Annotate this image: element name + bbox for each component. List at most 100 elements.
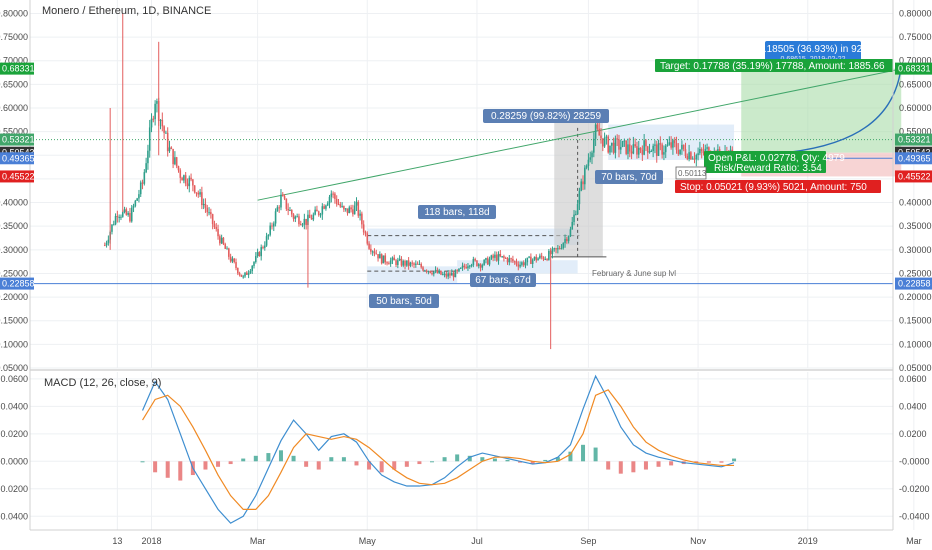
candle-body [147,150,149,164]
macd-histogram-bar [455,454,460,462]
macd-histogram-bar [467,455,472,462]
price-tag-left-text: 0.49365 [2,153,35,163]
candle-body [186,183,189,187]
price-tag-right: 0.45522 [895,170,932,183]
target-label-bg [655,59,893,72]
price-tag-right: 0.49365 [895,152,932,165]
candle-body [201,192,203,206]
candle-body [226,248,228,250]
bars-118-label-bg [418,205,496,219]
bars-50-label-bg [369,294,439,308]
candle-body [485,258,487,260]
candle-body [467,266,469,269]
x-tick-label: 2018 [142,536,162,546]
candle-body [263,245,266,248]
candle-body [325,205,327,209]
candle-body [528,256,530,258]
y-tick-label-left: 0.30000 [0,245,28,255]
macd-histogram-bar [329,457,334,462]
candle-body [510,258,512,260]
candle-body [334,193,336,199]
candle-body [400,258,403,266]
candle-body [690,152,692,160]
candle-body [634,144,636,147]
range-percent-label-bg [483,109,609,123]
candle-body [663,152,665,155]
macd-histogram-bar [732,458,737,462]
candle-body [614,138,617,153]
candle-body [612,142,615,153]
candle-body [335,198,338,205]
price-tag-left: 0.53321 [0,133,35,146]
candle-body [395,260,397,265]
candle-body [438,270,440,274]
candle-body [298,216,300,225]
y-tick-label-left: 0.15000 [0,316,28,326]
candle-body [323,206,325,209]
candle-body [377,254,379,259]
candle-body [235,262,237,269]
candle-body [249,271,252,273]
candle-body [290,210,293,215]
price-tag-left-text: 0.45522 [2,171,35,181]
price-tag-right-text: 0.53321 [898,135,931,145]
macd-histogram-bar [505,459,510,462]
stop-label-bg [675,180,881,193]
candle-body [341,206,343,208]
x-tick-label: Mar [906,536,922,546]
macd-y-tick-label-right: -0.0400 [899,511,930,521]
candle-body [637,147,640,155]
x-tick-label: Nov [690,536,707,546]
candle-body [461,265,464,268]
candle-body [258,252,261,257]
candle-body [103,245,106,247]
price-tag-right: 0.68331 [895,62,932,75]
candle-body [562,243,565,249]
candle-body [596,124,599,129]
macd-histogram-bar [694,461,699,463]
candle-body [632,144,635,154]
macd-plot [140,374,737,524]
candle-body [693,158,696,160]
candle-body [116,216,119,218]
candle-body [645,140,647,147]
chart-title: Monero / Ethereum, 1D, BINANCE [42,5,211,17]
candle-body [691,158,694,160]
candle-body [406,260,408,266]
x-tick-label: Sep [580,536,596,546]
y-tick-label-right: 0.25000 [899,268,932,278]
candle-body [407,260,410,266]
entry-label-text: 0.50113 [678,169,707,178]
candle-body [344,208,347,210]
candle-body [121,212,124,217]
candle-body [415,263,417,265]
candle-body [233,258,236,263]
candle-body [127,213,129,215]
y-tick-label-right: 0.20000 [899,292,932,302]
candle-body [454,270,457,278]
candle-body [501,256,503,258]
candle-body [156,101,158,104]
candle-body [132,206,135,208]
x-tick-label: Jul [471,536,483,546]
candle-body [503,256,505,258]
open-pnl-box: Open P&L: 0.02778, Qty: 4979Risk/Reward … [704,151,845,174]
signal-line [142,389,735,510]
candle-body [459,267,462,269]
candle-body [416,263,419,265]
candle-body [292,214,295,219]
candle-body [664,145,667,153]
candle-body [513,261,516,263]
macd-histogram-bar [278,450,283,462]
candle-body [646,146,649,153]
candle-body [594,124,597,139]
bars-70-label-text: 70 bars, 70d [601,172,657,183]
candle-body [281,194,284,197]
candle-body [468,265,471,267]
candle-body [675,143,678,150]
candle-body [627,144,629,154]
candle-body [301,224,304,226]
macd-histogram-bar [429,461,434,463]
candle-body [623,140,626,142]
